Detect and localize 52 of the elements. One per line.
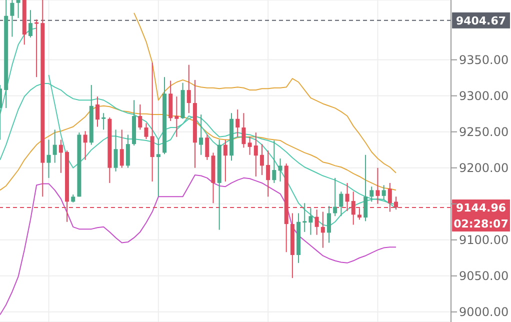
candlestick xyxy=(174,96,179,138)
candlestick xyxy=(10,0,14,38)
candlestick xyxy=(302,202,307,232)
candlestick xyxy=(320,211,325,248)
candlestick xyxy=(150,62,154,182)
candlestick xyxy=(236,108,240,138)
y-tick-label: 9300.00 xyxy=(459,89,509,104)
candlestick xyxy=(260,144,264,176)
y-tick-label: 9250.00 xyxy=(459,125,509,140)
text: 02:28:07 xyxy=(454,217,508,230)
candlestick xyxy=(326,206,331,244)
candlestick xyxy=(16,0,20,19)
candlestick xyxy=(58,139,63,174)
candlestick xyxy=(46,139,51,178)
y-tick-label: 9200.00 xyxy=(459,161,509,176)
candlestick xyxy=(382,184,386,200)
line-series xyxy=(0,174,396,316)
candlestick xyxy=(242,112,246,148)
candlestick xyxy=(266,150,270,198)
candlestick xyxy=(205,134,210,160)
y-tick-label: 9350.00 xyxy=(459,53,509,68)
candlestick xyxy=(254,132,258,177)
candlestick xyxy=(102,112,106,130)
candlestick xyxy=(156,139,160,198)
candlestick xyxy=(120,129,124,168)
candlestick xyxy=(144,122,148,140)
line-series xyxy=(134,12,396,174)
candlestick xyxy=(52,129,57,164)
candlestick xyxy=(28,10,32,38)
y-tick-label: 9000.00 xyxy=(459,305,509,320)
y-tick-label: 9100.00 xyxy=(459,233,509,248)
candlestick xyxy=(370,186,374,202)
candlestick xyxy=(333,177,338,217)
candlestick xyxy=(199,114,204,156)
candlestick xyxy=(186,64,191,114)
candlestick xyxy=(34,18,39,78)
candlestick xyxy=(376,167,380,204)
candlestick xyxy=(364,154,368,222)
candlestick xyxy=(248,136,252,156)
candlestick xyxy=(114,129,118,172)
ref-line-label: 9144.96 xyxy=(456,201,506,214)
candlestick xyxy=(272,140,276,184)
candlestick xyxy=(339,191,344,217)
candlestick xyxy=(308,208,313,236)
candlestick xyxy=(138,104,142,130)
candlestick xyxy=(223,139,228,182)
candlestick xyxy=(95,96,100,128)
candlestick xyxy=(278,158,282,182)
y-tick-label: 9050.00 xyxy=(459,269,509,284)
ref-line-label: 9404.67 xyxy=(456,14,506,28)
candlestick xyxy=(126,134,130,168)
candlestick xyxy=(83,130,88,160)
